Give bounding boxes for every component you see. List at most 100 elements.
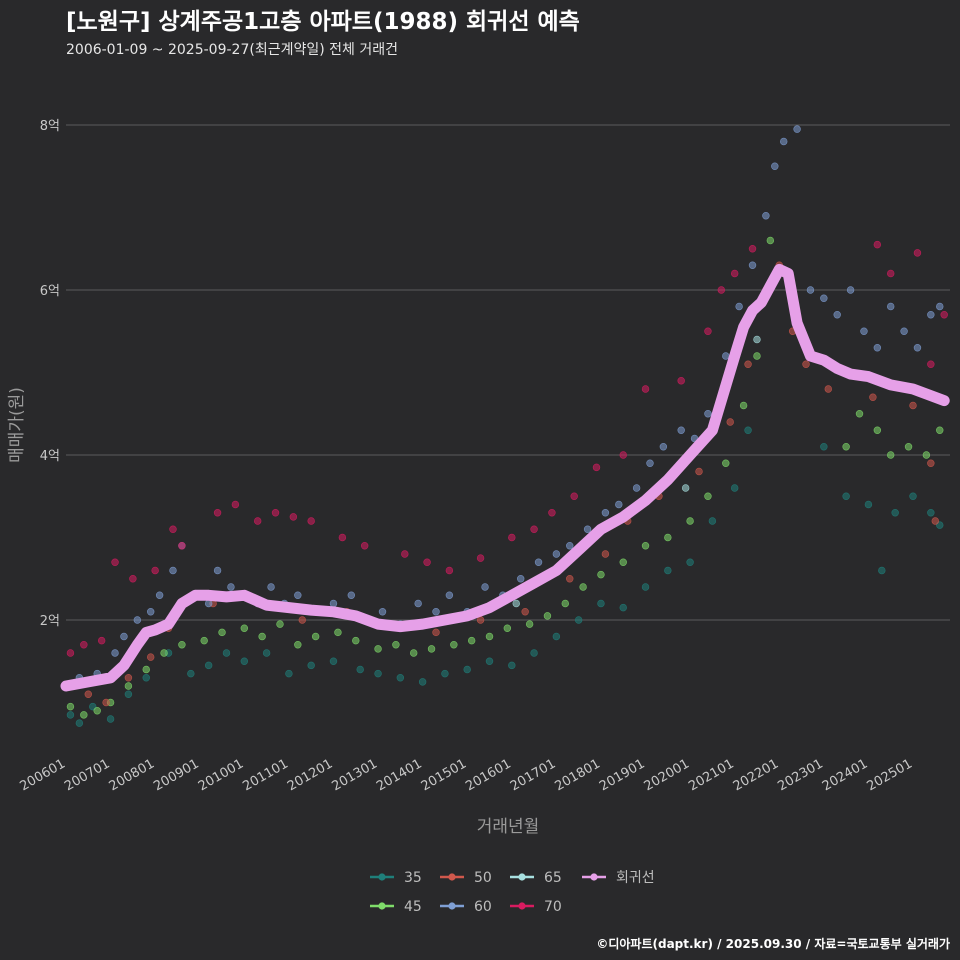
point-60 [213,566,222,575]
point-70 [704,327,712,335]
legend-item: 50 [440,870,492,886]
point-35 [142,674,150,682]
point-45 [93,707,101,715]
point-60 [566,542,574,550]
point-35 [619,603,627,612]
point-45 [142,665,150,674]
point-45 [80,711,88,719]
x-tick-label: 201401 [374,756,424,794]
point-70 [66,649,75,657]
legend-key-dot [378,902,386,910]
point-35 [842,492,850,500]
x-tick-label: 201201 [285,756,335,794]
point-35 [285,669,293,678]
point-70 [570,492,578,500]
point-50 [909,401,917,410]
point-60 [900,327,908,335]
point-50 [432,628,440,637]
point-45 [503,624,512,632]
point-45 [294,641,302,649]
y-tick-label: 4억 [40,449,60,464]
point-35 [878,566,886,575]
point-70 [423,558,431,566]
point-70 [619,451,627,459]
point-70 [730,269,739,278]
point-70 [887,269,895,278]
point-60 [722,352,730,360]
point-45 [704,492,712,500]
point-60 [347,591,356,599]
point-70 [530,525,538,533]
y-axis-ticks: 2억 4억 6억 8억 [40,119,60,629]
x-tick-label: 201301 [330,756,380,794]
point-50 [298,616,306,624]
legend-key-dot [378,873,386,881]
point-70 [548,509,556,517]
point-60 [146,608,155,616]
point-35 [396,674,405,682]
point-45 [352,636,360,645]
point-60 [860,327,868,335]
regression-line-path [60,263,950,692]
x-tick-label: 202501 [865,756,915,794]
point-45 [887,451,895,459]
point-70 [940,311,948,319]
point-60 [833,311,841,319]
point-70 [401,550,409,558]
x-tick-label: 201801 [552,756,602,794]
point-45 [124,682,133,690]
point-70 [80,641,88,649]
x-tick-label: 202101 [686,756,736,794]
legend-label: 35 [404,870,422,886]
point-35 [708,517,717,525]
point-45 [664,533,672,542]
point-60 [204,599,213,608]
point-70 [111,558,119,566]
point-35 [891,509,899,517]
x-tick-label: 202301 [775,756,825,794]
point-60 [677,426,685,434]
point-60 [601,509,610,517]
point-60 [120,632,128,641]
point-35 [820,443,828,451]
point-60 [329,599,338,608]
point-60 [294,591,302,599]
point-60 [762,212,770,220]
chart-subtitle: 2006-01-09 ~ 2025-09-27(최근계약일) 전체 거래건 [66,42,398,58]
point-60 [793,125,801,133]
legend-item: 65 [510,870,562,886]
point-45 [450,641,458,649]
point-35 [75,719,84,727]
point-70 [169,525,177,533]
x-tick-label: 201501 [419,756,469,794]
point-60 [552,550,561,558]
point-45 [467,636,476,645]
x-tick-label: 201701 [508,756,558,794]
point-45 [218,628,226,637]
point-45 [276,620,284,628]
point-35 [686,558,694,566]
point-70 [476,554,485,562]
point-50 [102,698,110,707]
point-70 [253,517,262,525]
point-60 [615,500,623,509]
point-60 [227,583,235,591]
legend-item: 35 [370,870,422,886]
point-50 [84,690,92,698]
point-50 [744,360,752,368]
point-45 [334,628,342,637]
point-45 [686,517,694,525]
point-70 [307,517,315,525]
point-70 [360,542,369,550]
point-35 [307,661,315,670]
point-45 [842,443,850,451]
point-60 [927,311,935,319]
point-50 [146,653,155,661]
point-35 [664,566,672,575]
point-60 [771,162,779,170]
x-tick-label: 200601 [18,756,68,794]
point-60 [583,525,592,533]
point-70 [748,245,757,253]
point-70 [641,385,650,393]
